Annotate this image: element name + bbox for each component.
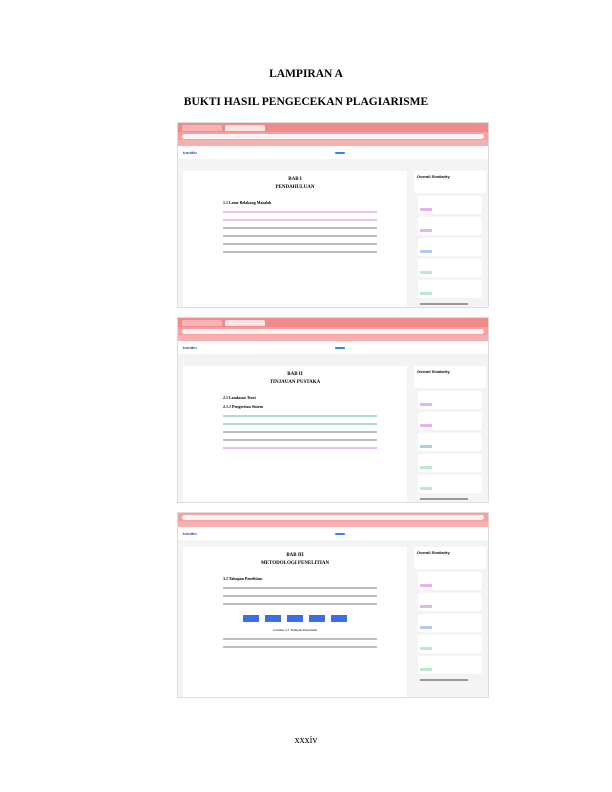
flow-diagram [183, 615, 407, 622]
app-logo: turnitin [183, 531, 197, 536]
screenshot-3: turnitin BAB III METODOLOGI PENELITIAN 3… [177, 512, 489, 698]
screenshot-2: turnitin BAB II TINJAUAN PUSTAKA 2.1 Lan… [177, 317, 489, 503]
app-logo: turnitin [183, 345, 197, 350]
subsection: 2.1.1 Pengertian Sistem [223, 404, 263, 409]
chapter: BAB II [287, 372, 303, 377]
chapter: BAB I [288, 177, 302, 182]
figure-caption: Gambar 3.1 Tahapan Penelitian [272, 628, 317, 632]
similarity-title: Overall Similarity [417, 369, 450, 374]
page-subheading: BUKTI HASIL PENGECEKAN PLAGIARISME [183, 96, 429, 108]
chapter: BAB III [286, 553, 304, 558]
section: 3.1 Tahapan Penelitian [223, 576, 263, 581]
chapter-title: PENDAHULUAN [275, 185, 315, 190]
chapter-title: METODOLOGI PENELITIAN [260, 561, 330, 566]
section: 1.1 Latar Belakang Masalah [223, 200, 272, 205]
page-number: xxxiv [294, 735, 318, 746]
similarity-title: Overall Similarity [417, 550, 450, 555]
section: 2.1 Landasan Teori [223, 395, 256, 400]
app-logo: turnitin [183, 150, 197, 155]
chapter-title: TINJAUAN PUSTAKA [269, 380, 321, 385]
page-heading: LAMPIRAN A [269, 68, 343, 80]
screenshot-1: turnitin BAB I PENDAHULUAN 1.1 Latar Bel… [177, 122, 489, 308]
similarity-title: Overall Similarity [417, 174, 450, 179]
